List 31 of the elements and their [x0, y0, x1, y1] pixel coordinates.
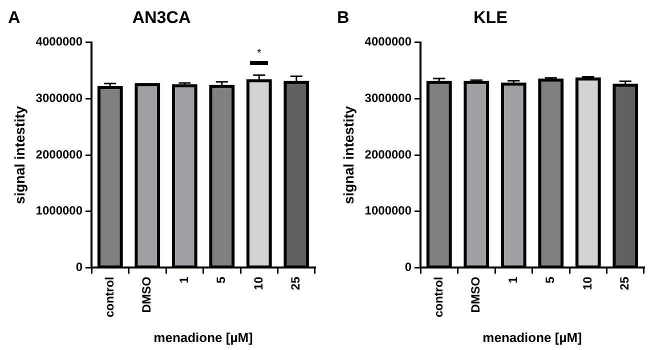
x-tick-label: 10 [580, 276, 594, 290]
x-tick-label: control [102, 276, 116, 318]
x-axis-title: menadione [µM] [154, 330, 253, 345]
chart-title: AN3CA [132, 8, 191, 27]
x-axis-title: menadione [µM] [482, 330, 582, 345]
y-tick-label: 1000000 [36, 204, 83, 218]
x-tick-label: 1 [506, 276, 520, 284]
y-tick-label: 4000000 [36, 34, 83, 49]
x-tick-label: DMSO [140, 276, 154, 313]
x-tick-label: DMSO [468, 276, 483, 313]
x-tick-label: 1 [176, 276, 191, 284]
y-axis-title: signal intestity [11, 106, 28, 204]
y-tick-label: 4000000 [364, 34, 412, 49]
x-tick-label: 5 [543, 276, 558, 284]
text: B [337, 8, 350, 28]
x-tick-label: control [431, 276, 446, 318]
y-tick-label: 2000000 [36, 147, 83, 162]
y-tick-label: 0 [76, 260, 83, 274]
x-tick-label: 5 [214, 276, 228, 284]
y-tick-label: 2000000 [364, 147, 412, 162]
y-axis-title: signal intestity [340, 106, 356, 204]
y-tick-label: 3000000 [36, 91, 83, 106]
x-tick-label: 25 [288, 276, 303, 290]
x-tick-label: 25 [618, 276, 632, 290]
annotation: * [256, 48, 262, 60]
text: A [8, 8, 20, 28]
chart-title: KLE [474, 8, 508, 27]
x-tick-label: 10 [251, 276, 266, 290]
y-tick-label: 1000000 [364, 204, 412, 218]
y-tick-label: 3000000 [364, 91, 412, 106]
y-tick-label: 0 [404, 260, 412, 274]
